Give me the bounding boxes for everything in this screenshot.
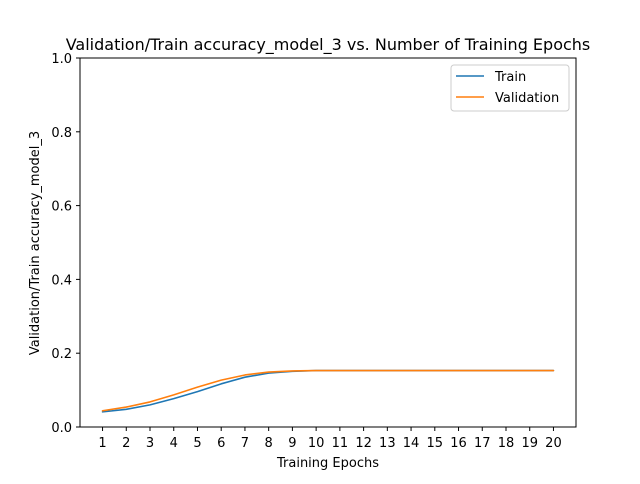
x-tick-label: 2 <box>122 436 130 451</box>
x-axis: 1 2 3 4 5 6 7 8 9 10 11 12 13 14 15 16 17 18 19 20 <box>98 427 562 451</box>
x-tick-label: 7 <box>241 436 249 451</box>
x-tick-label: 11 <box>332 436 349 451</box>
x-tick-label: 14 <box>403 436 420 451</box>
chart-title: Validation/Train accuracy_model_3 vs. Nu… <box>66 35 591 55</box>
x-tick-label: 9 <box>288 436 296 451</box>
plot-area <box>79 57 577 428</box>
x-tick-label: 16 <box>450 436 467 451</box>
x-tick-label: 20 <box>545 436 562 451</box>
x-tick-label: 1 <box>98 436 106 451</box>
x-tick-label: 3 <box>146 436 154 451</box>
series-line-validation <box>101 369 555 412</box>
series-line-train <box>101 369 555 413</box>
y-tick-label: 0.6 <box>51 200 72 215</box>
x-tick-label: 6 <box>217 436 225 451</box>
x-tick-label: 18 <box>498 436 515 451</box>
x-tick-label: 10 <box>308 436 325 451</box>
y-tick-label: 1.0 <box>51 52 72 67</box>
x-tick-label: 17 <box>474 436 491 451</box>
y-tick-label: 0.0 <box>51 421 72 436</box>
legend-label-train: Train <box>494 70 526 85</box>
x-tick-label: 8 <box>265 436 273 451</box>
x-axis-label: Training Epochs <box>276 456 379 471</box>
x-tick-label: 4 <box>170 436 178 451</box>
x-tick-label: 13 <box>379 436 396 451</box>
y-tick-label: 0.2 <box>51 347 72 362</box>
x-tick-label: 12 <box>355 436 372 451</box>
x-tick-label: 19 <box>521 436 538 451</box>
y-tick-label: 0.8 <box>51 126 72 141</box>
y-tick-label: 0.4 <box>51 273 72 288</box>
series-layer <box>101 369 555 413</box>
x-tick-label: 5 <box>193 436 201 451</box>
y-axis: 0.0 0.2 0.4 0.6 0.8 1.0 <box>51 52 80 436</box>
legend: Train Validation <box>450 64 570 112</box>
legend-label-validation: Validation <box>495 91 559 106</box>
y-axis-label: Validation/Train accuracy_model_3 <box>28 131 43 355</box>
x-tick-label: 15 <box>427 436 444 451</box>
